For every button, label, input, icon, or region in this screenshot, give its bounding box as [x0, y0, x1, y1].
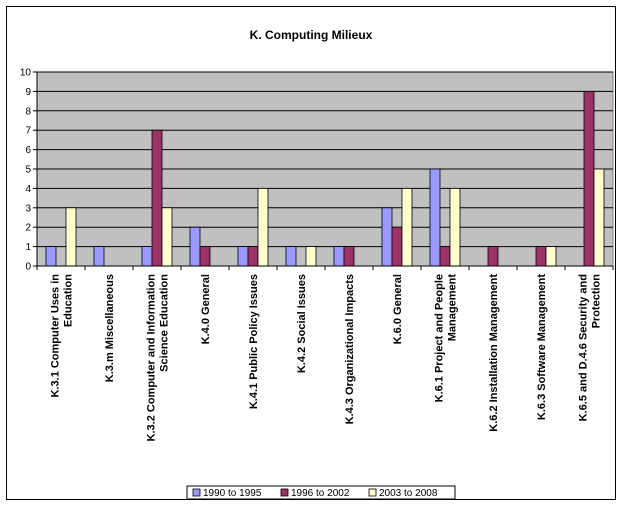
bar	[593, 168, 605, 267]
y-tick-label: 2	[25, 223, 31, 234]
x-tick-label: K.4.0 General	[200, 274, 212, 344]
y-axis-ticks: 0 1 2 3 4 5 6 7 8 9 10	[20, 68, 37, 273]
x-tick-label-line: Protection	[591, 274, 603, 329]
x-tick-label-line: Education	[63, 274, 75, 327]
bar	[487, 246, 499, 267]
x-tick-label-line: Science Education	[159, 274, 171, 372]
x-tick-label: K.4.3 Organizational Impacts	[344, 274, 356, 424]
legend-item: 2003 to 2008	[368, 488, 438, 499]
legend-item: 1996 to 2002	[280, 488, 350, 499]
x-tick-label: K.6.1 Project and People Management	[434, 274, 459, 403]
bar	[189, 226, 201, 267]
x-tick-label-line: K.3.m Miscellaneous	[104, 274, 116, 382]
x-tick-label-line: K.6.1 Project and People	[434, 274, 446, 402]
bar	[439, 246, 451, 267]
chart: K. Computing Milieux 0 1 2 3 4 5 6 7 8 9 10 K.3.1 …	[20, 28, 614, 499]
bar	[161, 207, 173, 267]
x-axis-labels: K.3.1 Computer Uses in Education K.3.m Mis…	[50, 274, 603, 442]
bar	[65, 207, 77, 267]
bar	[391, 226, 403, 267]
bar	[583, 91, 595, 267]
x-tick-label-line: K.6.3 Software Management	[536, 274, 548, 420]
y-tick-label: 6	[25, 145, 31, 156]
bar	[449, 187, 461, 267]
x-tick-label-line: K.4.0 General	[200, 274, 212, 344]
legend-label: 2003 to 2008	[379, 488, 438, 499]
bar	[535, 246, 547, 267]
legend: 1990 to 1995 1996 to 2002 2003 to 2008	[186, 485, 456, 499]
x-tick-label: K.6.0 General	[392, 274, 404, 344]
x-tick-label: K.3.m Miscellaneous	[104, 274, 116, 382]
x-tick-label-line: K.4.3 Organizational Impacts	[344, 274, 356, 424]
legend-label: 1996 to 2002	[291, 488, 350, 499]
bar	[93, 246, 105, 267]
bar	[401, 187, 413, 267]
x-tick-label-line: K.4.2 Social Issues	[296, 274, 308, 373]
x-tick-label: K.6.2 Installation Management	[488, 274, 500, 432]
legend-label: 1990 to 1995	[203, 488, 262, 499]
bar	[545, 246, 557, 267]
x-tick-label-line: K.4.1 Public Policy Issues	[248, 274, 260, 409]
x-tick-label: K.3.1 Computer Uses in Education	[50, 274, 75, 398]
x-tick-label-line: K.3.1 Computer Uses in	[50, 274, 62, 398]
chart-title: K. Computing Milieux	[250, 28, 373, 42]
legend-swatch	[368, 488, 377, 497]
x-tick-label: K.4.2 Social Issues	[296, 274, 308, 373]
x-tick-label-line: Management	[447, 274, 459, 342]
grid-lines	[37, 71, 613, 248]
bar	[151, 129, 163, 267]
y-tick-label: 4	[25, 184, 31, 195]
bar	[333, 246, 345, 267]
x-tick-label-line: K.6.0 General	[392, 274, 404, 344]
y-tick-label: 9	[25, 87, 31, 98]
legend-box	[186, 485, 456, 499]
y-tick-label: 7	[25, 126, 31, 137]
x-tick-label: K.4.1 Public Policy Issues	[248, 274, 260, 409]
legend-item: 1990 to 1995	[192, 488, 262, 499]
y-tick-label: 3	[25, 203, 31, 214]
bar	[257, 187, 269, 267]
bar	[45, 246, 57, 267]
bar	[285, 246, 297, 267]
x-tick-label: K.3.2 Computer and Information Science Ed…	[146, 274, 171, 442]
x-tick-label-line: K.6.5 and D.4.6 Security and	[578, 274, 590, 421]
legend-swatch	[192, 488, 201, 497]
legend-swatch	[280, 488, 289, 497]
bar	[343, 246, 355, 267]
x-tick-label: K.6.5 and D.4.6 Security and Protection	[578, 274, 603, 422]
bar	[305, 246, 317, 267]
bar	[247, 246, 259, 267]
x-tick-label-line: K.3.2 Computer and Information	[146, 274, 158, 442]
y-tick-label: 5	[25, 165, 31, 176]
chart-frame: K. Computing Milieux 0 1 2 3 4 5 6 7 8 9 10 K.3.1 …	[6, 6, 616, 500]
bar	[141, 246, 153, 267]
bar	[237, 246, 249, 267]
x-tick-label: K.6.3 Software Management	[536, 274, 548, 420]
bars	[45, 91, 605, 267]
y-tick-label: 10	[20, 68, 32, 79]
bar	[429, 168, 441, 267]
y-tick-label: 1	[25, 242, 31, 253]
bar	[381, 207, 393, 267]
y-tick-label: 0	[25, 262, 31, 273]
x-tick-label-line: K.6.2 Installation Management	[488, 274, 500, 432]
bar	[199, 246, 211, 267]
y-tick-label: 8	[25, 106, 31, 117]
